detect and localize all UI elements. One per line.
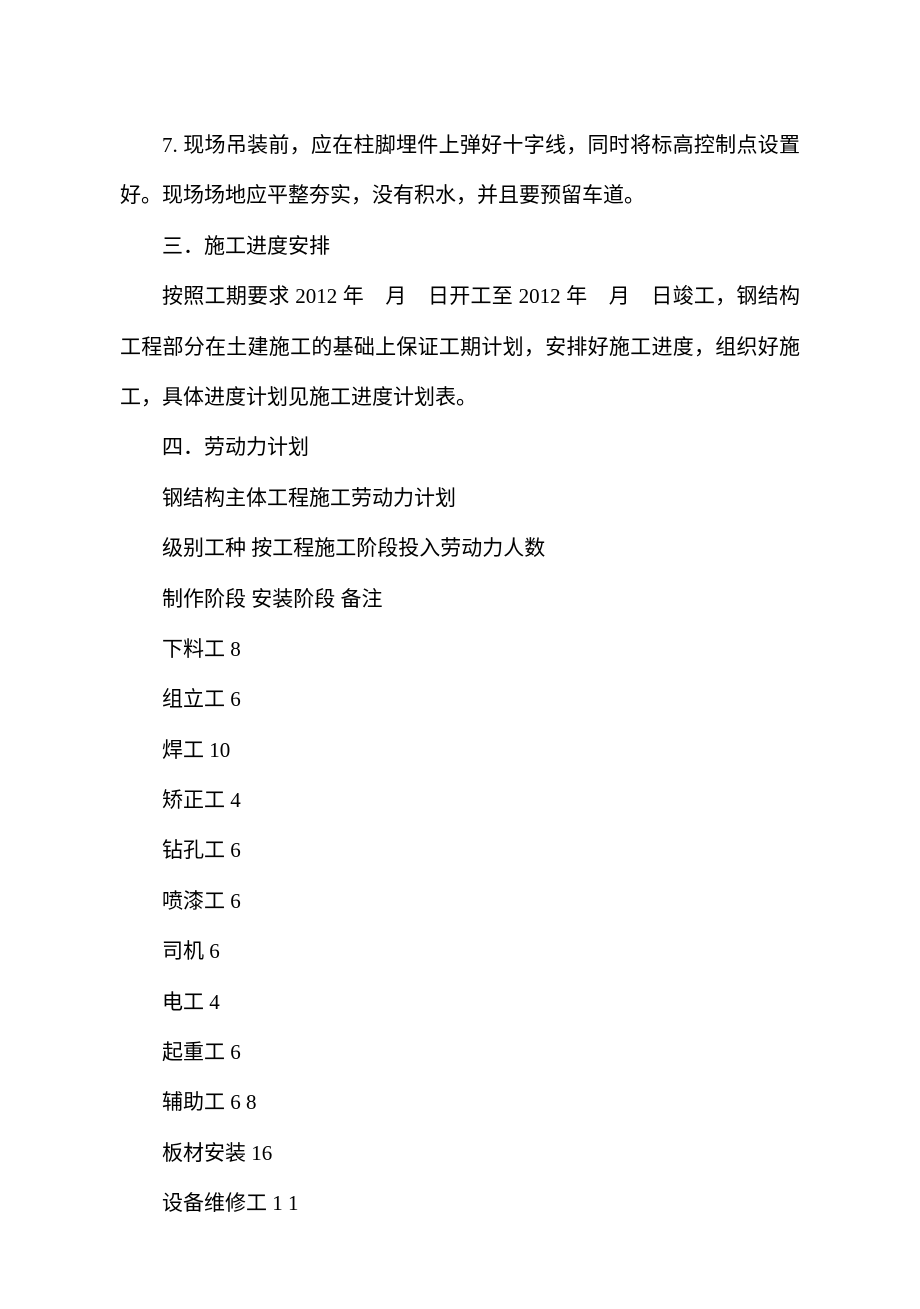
labor-row: 矫正工 4 [120,775,800,825]
labor-count: 4 [230,788,241,812]
labor-type: 矫正工 [162,788,225,812]
labor-count: 6 [230,1040,241,1064]
labor-type: 下料工 [162,637,225,661]
labor-row: 喷漆工 6 [120,876,800,926]
table-header-2: 制作阶段 安装阶段 备注 [120,574,800,624]
labor-row: 组立工 6 [120,674,800,724]
paragraph-item-7: 7. 现场吊装前，应在柱脚埋件上弹好十字线，同时将标高控制点设置好。现场场地应平… [120,120,800,221]
heading-section-3: 三．施工进度安排 [120,221,800,271]
labor-count: 10 [209,738,230,762]
labor-count: 6 [230,889,241,913]
labor-row: 焊工 10 [120,725,800,775]
labor-count: 6 8 [230,1090,256,1114]
labor-type: 司机 [162,939,204,963]
labor-count: 6 [230,838,241,862]
table-header-1: 级别工种 按工程施工阶段投入劳动力人数 [120,523,800,573]
labor-type: 辅助工 [162,1090,225,1114]
labor-type: 焊工 [162,738,204,762]
labor-count: 6 [209,939,220,963]
labor-type: 起重工 [162,1040,225,1064]
labor-type: 电工 [162,990,204,1014]
labor-count: 16 [251,1141,272,1165]
labor-row: 辅助工 6 8 [120,1077,800,1127]
labor-row: 起重工 6 [120,1027,800,1077]
paragraph-labor-title: 钢结构主体工程施工劳动力计划 [120,473,800,523]
labor-row: 设备维修工 1 1 [120,1178,800,1228]
heading-section-4: 四．劳动力计划 [120,422,800,472]
labor-type: 设备维修工 [162,1191,267,1215]
labor-count: 8 [230,637,241,661]
labor-type: 板材安装 [162,1141,246,1165]
paragraph-schedule: 按照工期要求 2012 年 月 日开工至 2012 年 月 日竣工，钢结构工程部… [120,271,800,422]
labor-count: 6 [230,687,241,711]
labor-type: 喷漆工 [162,889,225,913]
labor-row: 司机 6 [120,926,800,976]
labor-type: 组立工 [162,687,225,711]
labor-row: 板材安装 16 [120,1128,800,1178]
labor-row: 下料工 8 [120,624,800,674]
labor-type: 钻孔工 [162,838,225,862]
labor-count: 4 [209,990,220,1014]
labor-row: 电工 4 [120,977,800,1027]
labor-count: 1 1 [272,1191,298,1215]
labor-row: 钻孔工 6 [120,825,800,875]
